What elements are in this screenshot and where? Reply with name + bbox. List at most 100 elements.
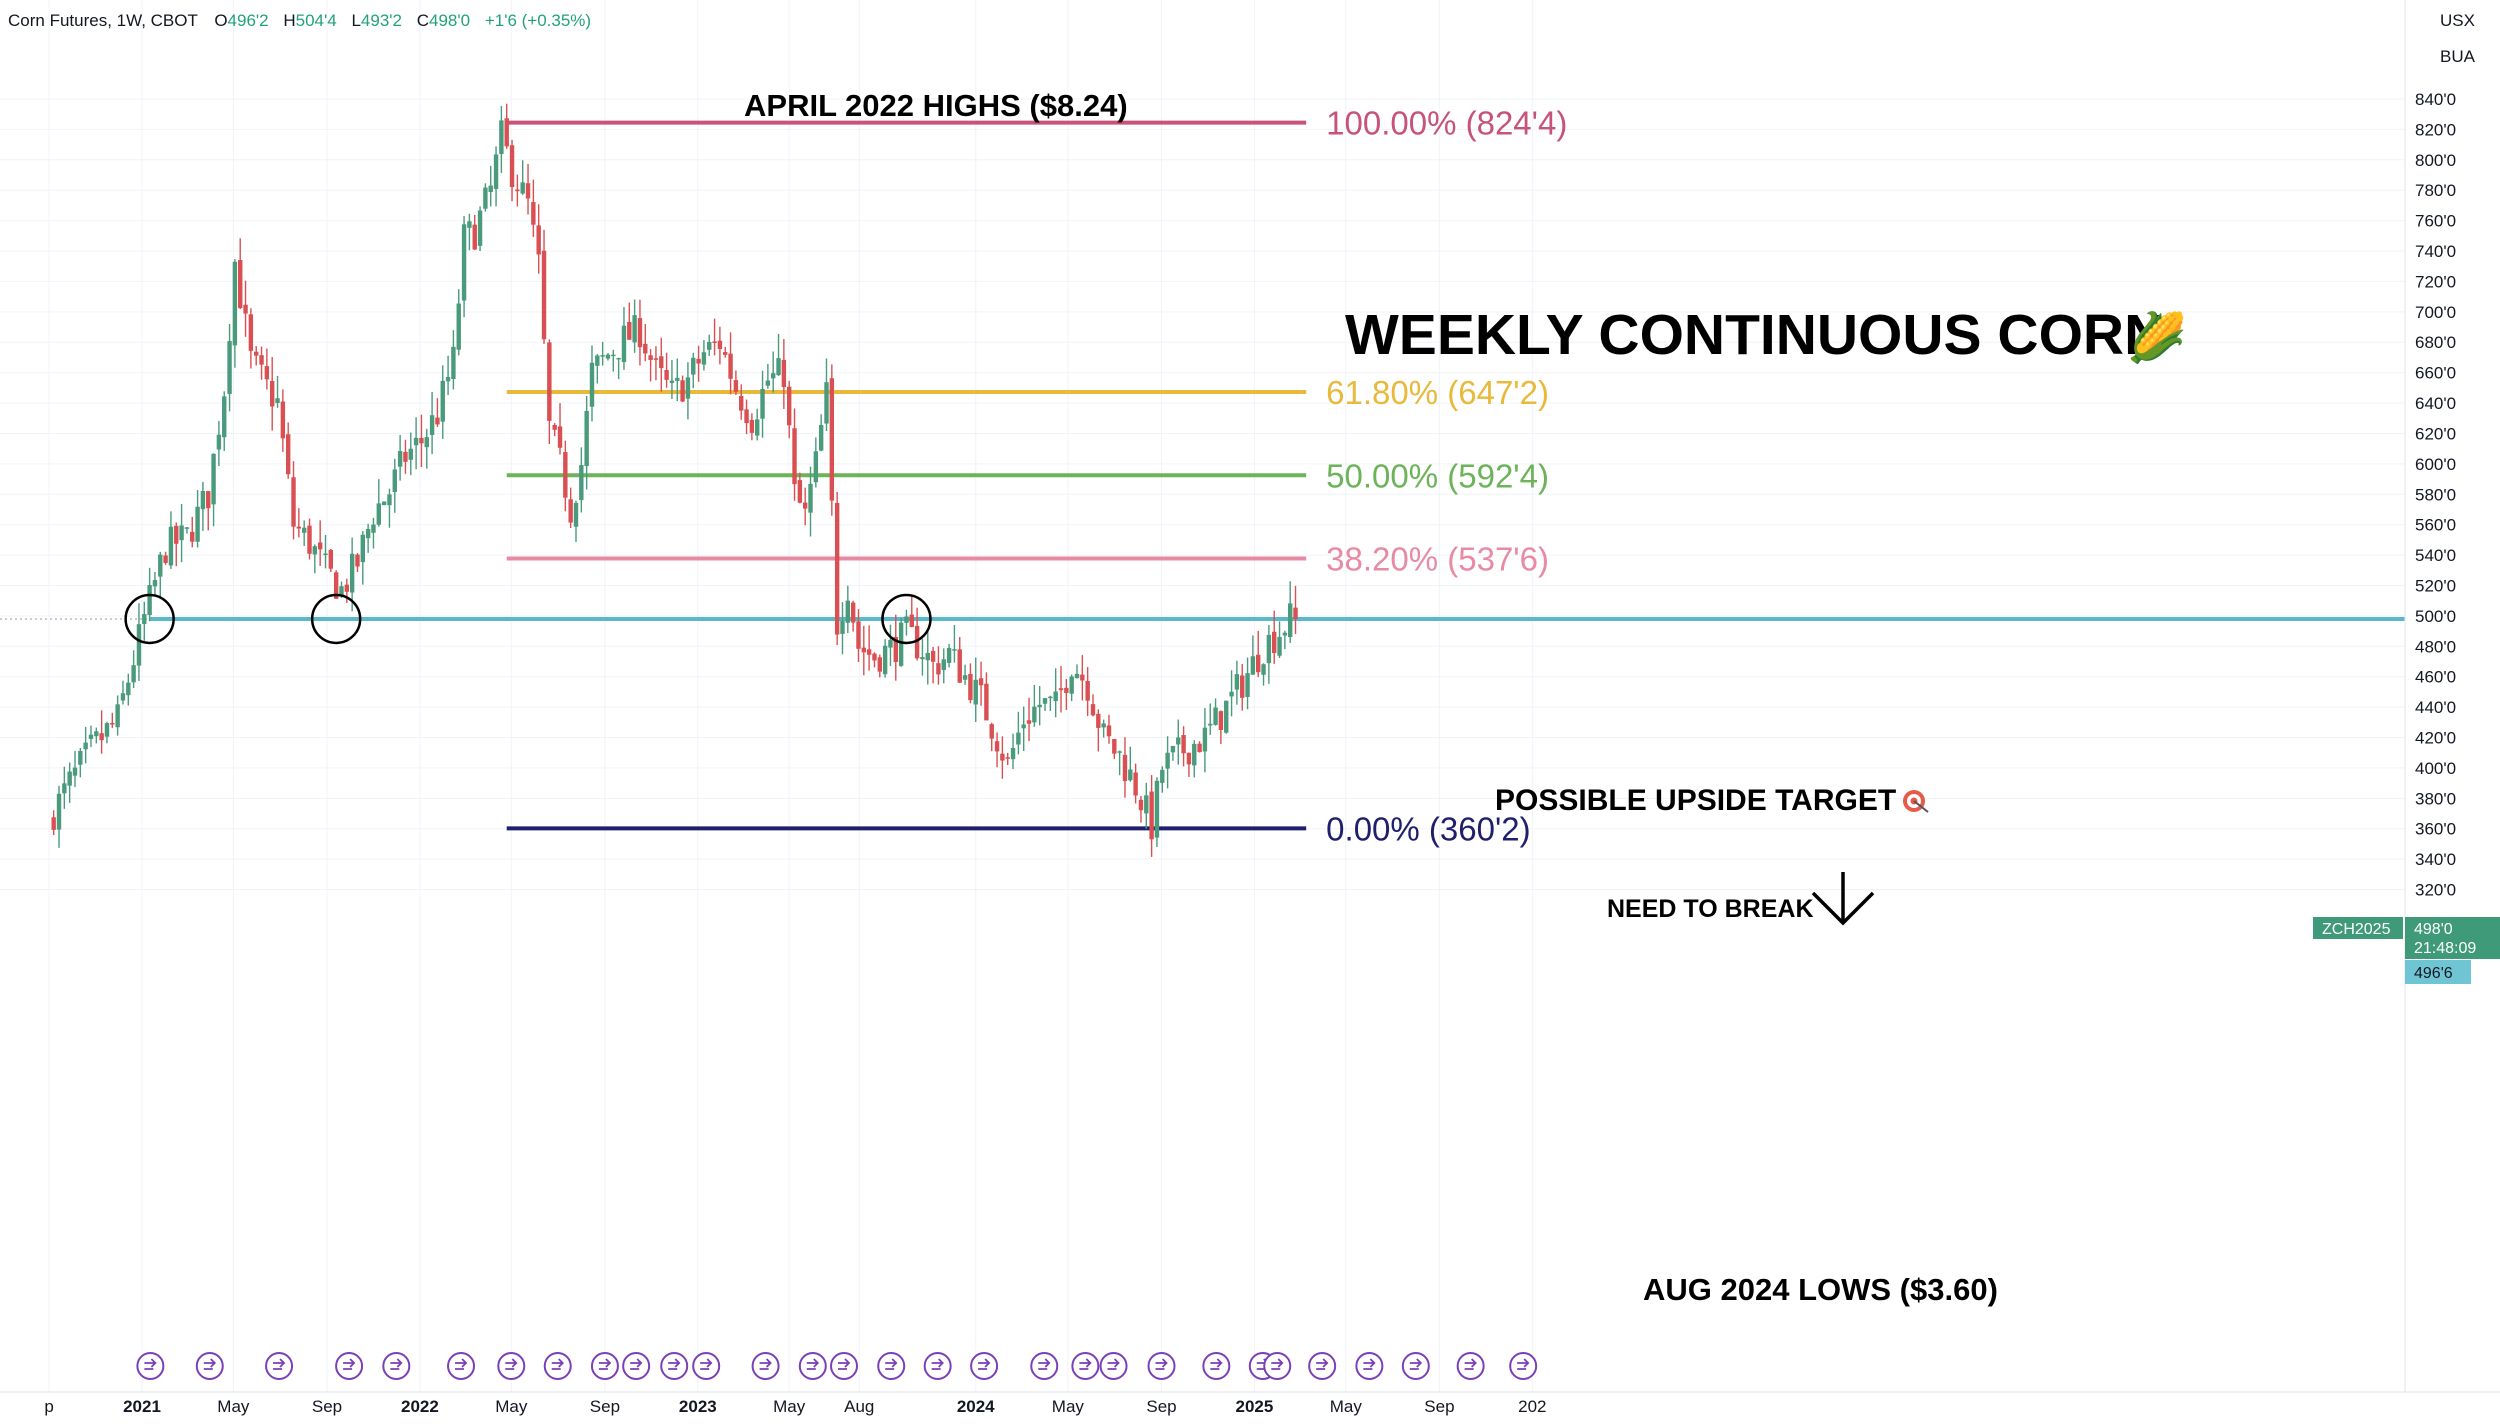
candle[interactable] xyxy=(429,391,435,455)
candle[interactable] xyxy=(200,481,206,531)
candle[interactable] xyxy=(254,346,259,366)
candle[interactable] xyxy=(941,648,946,684)
candle[interactable] xyxy=(888,624,893,666)
candle[interactable] xyxy=(1176,719,1181,765)
candle[interactable] xyxy=(637,299,643,366)
candle[interactable] xyxy=(1256,630,1261,678)
candle[interactable] xyxy=(957,637,962,683)
event-marker-icon[interactable] xyxy=(195,1352,224,1380)
candle[interactable] xyxy=(323,535,328,569)
candle[interactable] xyxy=(1144,782,1149,829)
event-marker-icon[interactable] xyxy=(1071,1352,1100,1380)
candle[interactable] xyxy=(520,160,525,195)
currency-sub-unit[interactable]: BUA xyxy=(2440,47,2476,66)
event-marker-icon[interactable] xyxy=(692,1352,721,1380)
candle[interactable] xyxy=(1197,741,1202,753)
candle[interactable] xyxy=(595,353,600,384)
candle[interactable] xyxy=(1128,746,1133,782)
candle[interactable] xyxy=(397,434,403,481)
price-axis[interactable]: 840'0 820'0 800'0 780'0 760'0 740'0 720'0 700'0… xyxy=(2415,90,2456,900)
candle[interactable] xyxy=(371,517,376,549)
candle[interactable] xyxy=(1224,700,1229,734)
candle[interactable] xyxy=(1000,736,1005,779)
candle[interactable] xyxy=(216,420,222,467)
candle[interactable] xyxy=(840,602,845,655)
event-marker-icon[interactable] xyxy=(1509,1352,1538,1380)
candle[interactable] xyxy=(541,229,547,344)
candle[interactable] xyxy=(477,206,483,251)
candle[interactable] xyxy=(1016,711,1021,755)
candle[interactable] xyxy=(1112,738,1117,760)
candle[interactable] xyxy=(557,403,563,455)
candle[interactable] xyxy=(403,439,408,474)
candle[interactable] xyxy=(1032,684,1037,727)
candle[interactable] xyxy=(451,330,456,390)
candle[interactable] xyxy=(675,358,680,402)
candle[interactable] xyxy=(435,398,440,427)
candle[interactable] xyxy=(696,345,701,382)
candle[interactable] xyxy=(136,603,142,682)
candle[interactable] xyxy=(291,461,296,540)
candle[interactable] xyxy=(1234,660,1240,705)
candle[interactable] xyxy=(1149,775,1154,857)
candle[interactable] xyxy=(238,238,243,309)
candle[interactable] xyxy=(440,365,445,439)
candle[interactable] xyxy=(179,503,184,563)
candle[interactable] xyxy=(243,280,248,337)
candle[interactable] xyxy=(152,572,158,596)
candle[interactable] xyxy=(904,609,909,636)
candle[interactable] xyxy=(1053,668,1058,718)
candle[interactable] xyxy=(653,346,659,381)
candle[interactable] xyxy=(110,712,115,728)
candle[interactable] xyxy=(456,289,461,356)
candle[interactable] xyxy=(259,346,264,380)
candle[interactable] xyxy=(579,447,584,513)
candle[interactable] xyxy=(56,785,62,848)
candle[interactable] xyxy=(920,638,925,676)
candle[interactable] xyxy=(989,722,994,752)
candle[interactable] xyxy=(669,360,675,399)
event-marker-icon[interactable] xyxy=(1263,1352,1292,1380)
candle[interactable] xyxy=(1229,670,1234,717)
event-marker-icon[interactable] xyxy=(798,1352,827,1380)
candle[interactable] xyxy=(1245,657,1250,710)
candle[interactable] xyxy=(78,748,83,778)
candle[interactable] xyxy=(264,348,270,390)
candle[interactable] xyxy=(275,375,280,408)
candle[interactable] xyxy=(232,259,238,368)
candle[interactable] xyxy=(659,337,664,392)
candle[interactable] xyxy=(723,346,728,358)
candle[interactable] xyxy=(1160,766,1165,793)
candle[interactable] xyxy=(824,358,829,432)
candle[interactable] xyxy=(413,417,419,470)
candle[interactable] xyxy=(515,174,520,207)
candle[interactable] xyxy=(387,488,392,528)
event-marker-icon[interactable] xyxy=(1308,1352,1337,1380)
candle[interactable] xyxy=(797,472,803,504)
candle[interactable] xyxy=(1096,709,1101,752)
currency-unit[interactable]: USX xyxy=(2440,11,2475,30)
candle[interactable] xyxy=(365,523,371,553)
candle[interactable] xyxy=(163,551,168,565)
event-marker-icon[interactable] xyxy=(660,1352,689,1380)
event-marker-icon[interactable] xyxy=(970,1352,999,1380)
event-marker-icon[interactable] xyxy=(1202,1352,1231,1380)
candle[interactable] xyxy=(1250,635,1256,675)
candle[interactable] xyxy=(1240,663,1245,711)
candle[interactable] xyxy=(445,355,451,396)
candle[interactable] xyxy=(1261,663,1266,686)
candle[interactable] xyxy=(1208,703,1213,735)
current-price-tag[interactable]: ZCH2025 498'0 21:48:09 496'6 xyxy=(2313,917,2500,984)
candle[interactable] xyxy=(1117,750,1122,776)
candle[interactable] xyxy=(755,408,760,441)
candle[interactable] xyxy=(829,364,835,516)
candle[interactable] xyxy=(978,661,984,706)
candle[interactable] xyxy=(1170,745,1176,761)
event-marker-icon[interactable] xyxy=(830,1352,859,1380)
candle[interactable] xyxy=(1122,737,1128,798)
candle[interactable] xyxy=(712,318,717,356)
candle[interactable] xyxy=(552,423,557,437)
event-marker-icon[interactable] xyxy=(877,1352,906,1380)
candle[interactable] xyxy=(1074,664,1080,679)
candle[interactable] xyxy=(1192,740,1197,778)
